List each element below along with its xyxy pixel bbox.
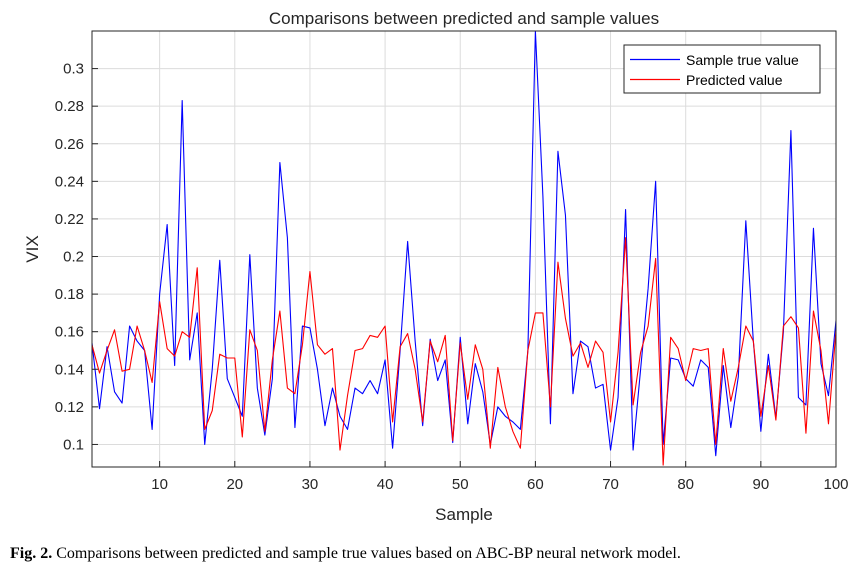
y-tick-label: 0.12 xyxy=(55,399,84,416)
series-lines xyxy=(92,31,836,466)
y-tick-label: 0.1 xyxy=(63,436,84,453)
axis-ticks: 10 20 30 40 50 60 70 80 90 100 0.1 0.12 0.14 0.16 0.18… xyxy=(55,61,849,493)
y-axis-label: VIX xyxy=(23,235,42,262)
series-line-sample-true-value xyxy=(92,31,836,457)
y-tick-label: 0.14 xyxy=(55,361,84,378)
series-line-predicted-value xyxy=(92,237,836,466)
caption-text: Comparisons between predicted and sample… xyxy=(52,545,681,562)
figure-caption: Fig. 2. Comparisons between predicted an… xyxy=(10,545,860,563)
y-tick-label: 0.28 xyxy=(55,98,84,115)
x-tick-label: 40 xyxy=(377,476,394,493)
chart-title: Comparisons between predicted and sample… xyxy=(269,9,659,28)
x-tick-label: 70 xyxy=(602,476,619,493)
y-tick-label: 0.3 xyxy=(63,61,84,78)
y-tick-label: 0.16 xyxy=(55,324,84,341)
x-tick-label: 50 xyxy=(452,476,469,493)
legend-label-predicted: Predicted value xyxy=(686,72,783,88)
caption-label: Fig. 2. xyxy=(10,545,53,562)
y-tick-label: 0.26 xyxy=(55,136,84,153)
plot-border xyxy=(91,30,837,468)
x-tick-label: 30 xyxy=(302,476,319,493)
y-tick-label: 0.24 xyxy=(55,173,84,190)
x-tick-label: 10 xyxy=(151,476,168,493)
line-chart: 10 20 30 40 50 60 70 80 90 100 0.1 0.12 0.14 0.16 0.18… xyxy=(23,9,849,524)
x-axis-label: Sample xyxy=(435,505,493,524)
x-tick-label: 80 xyxy=(677,476,694,493)
grid-lines xyxy=(92,31,837,467)
y-tick-label: 0.22 xyxy=(55,211,84,228)
x-tick-label: 90 xyxy=(753,476,770,493)
y-tick-label: 0.18 xyxy=(55,286,84,303)
x-tick-label: 100 xyxy=(823,476,848,493)
y-tick-label: 0.2 xyxy=(63,249,84,266)
legend: Sample true value Predicted value xyxy=(623,44,821,94)
legend-box xyxy=(623,44,821,94)
legend-label-sample: Sample true value xyxy=(686,52,799,68)
x-tick-label: 60 xyxy=(527,476,544,493)
x-tick-label: 20 xyxy=(226,476,243,493)
